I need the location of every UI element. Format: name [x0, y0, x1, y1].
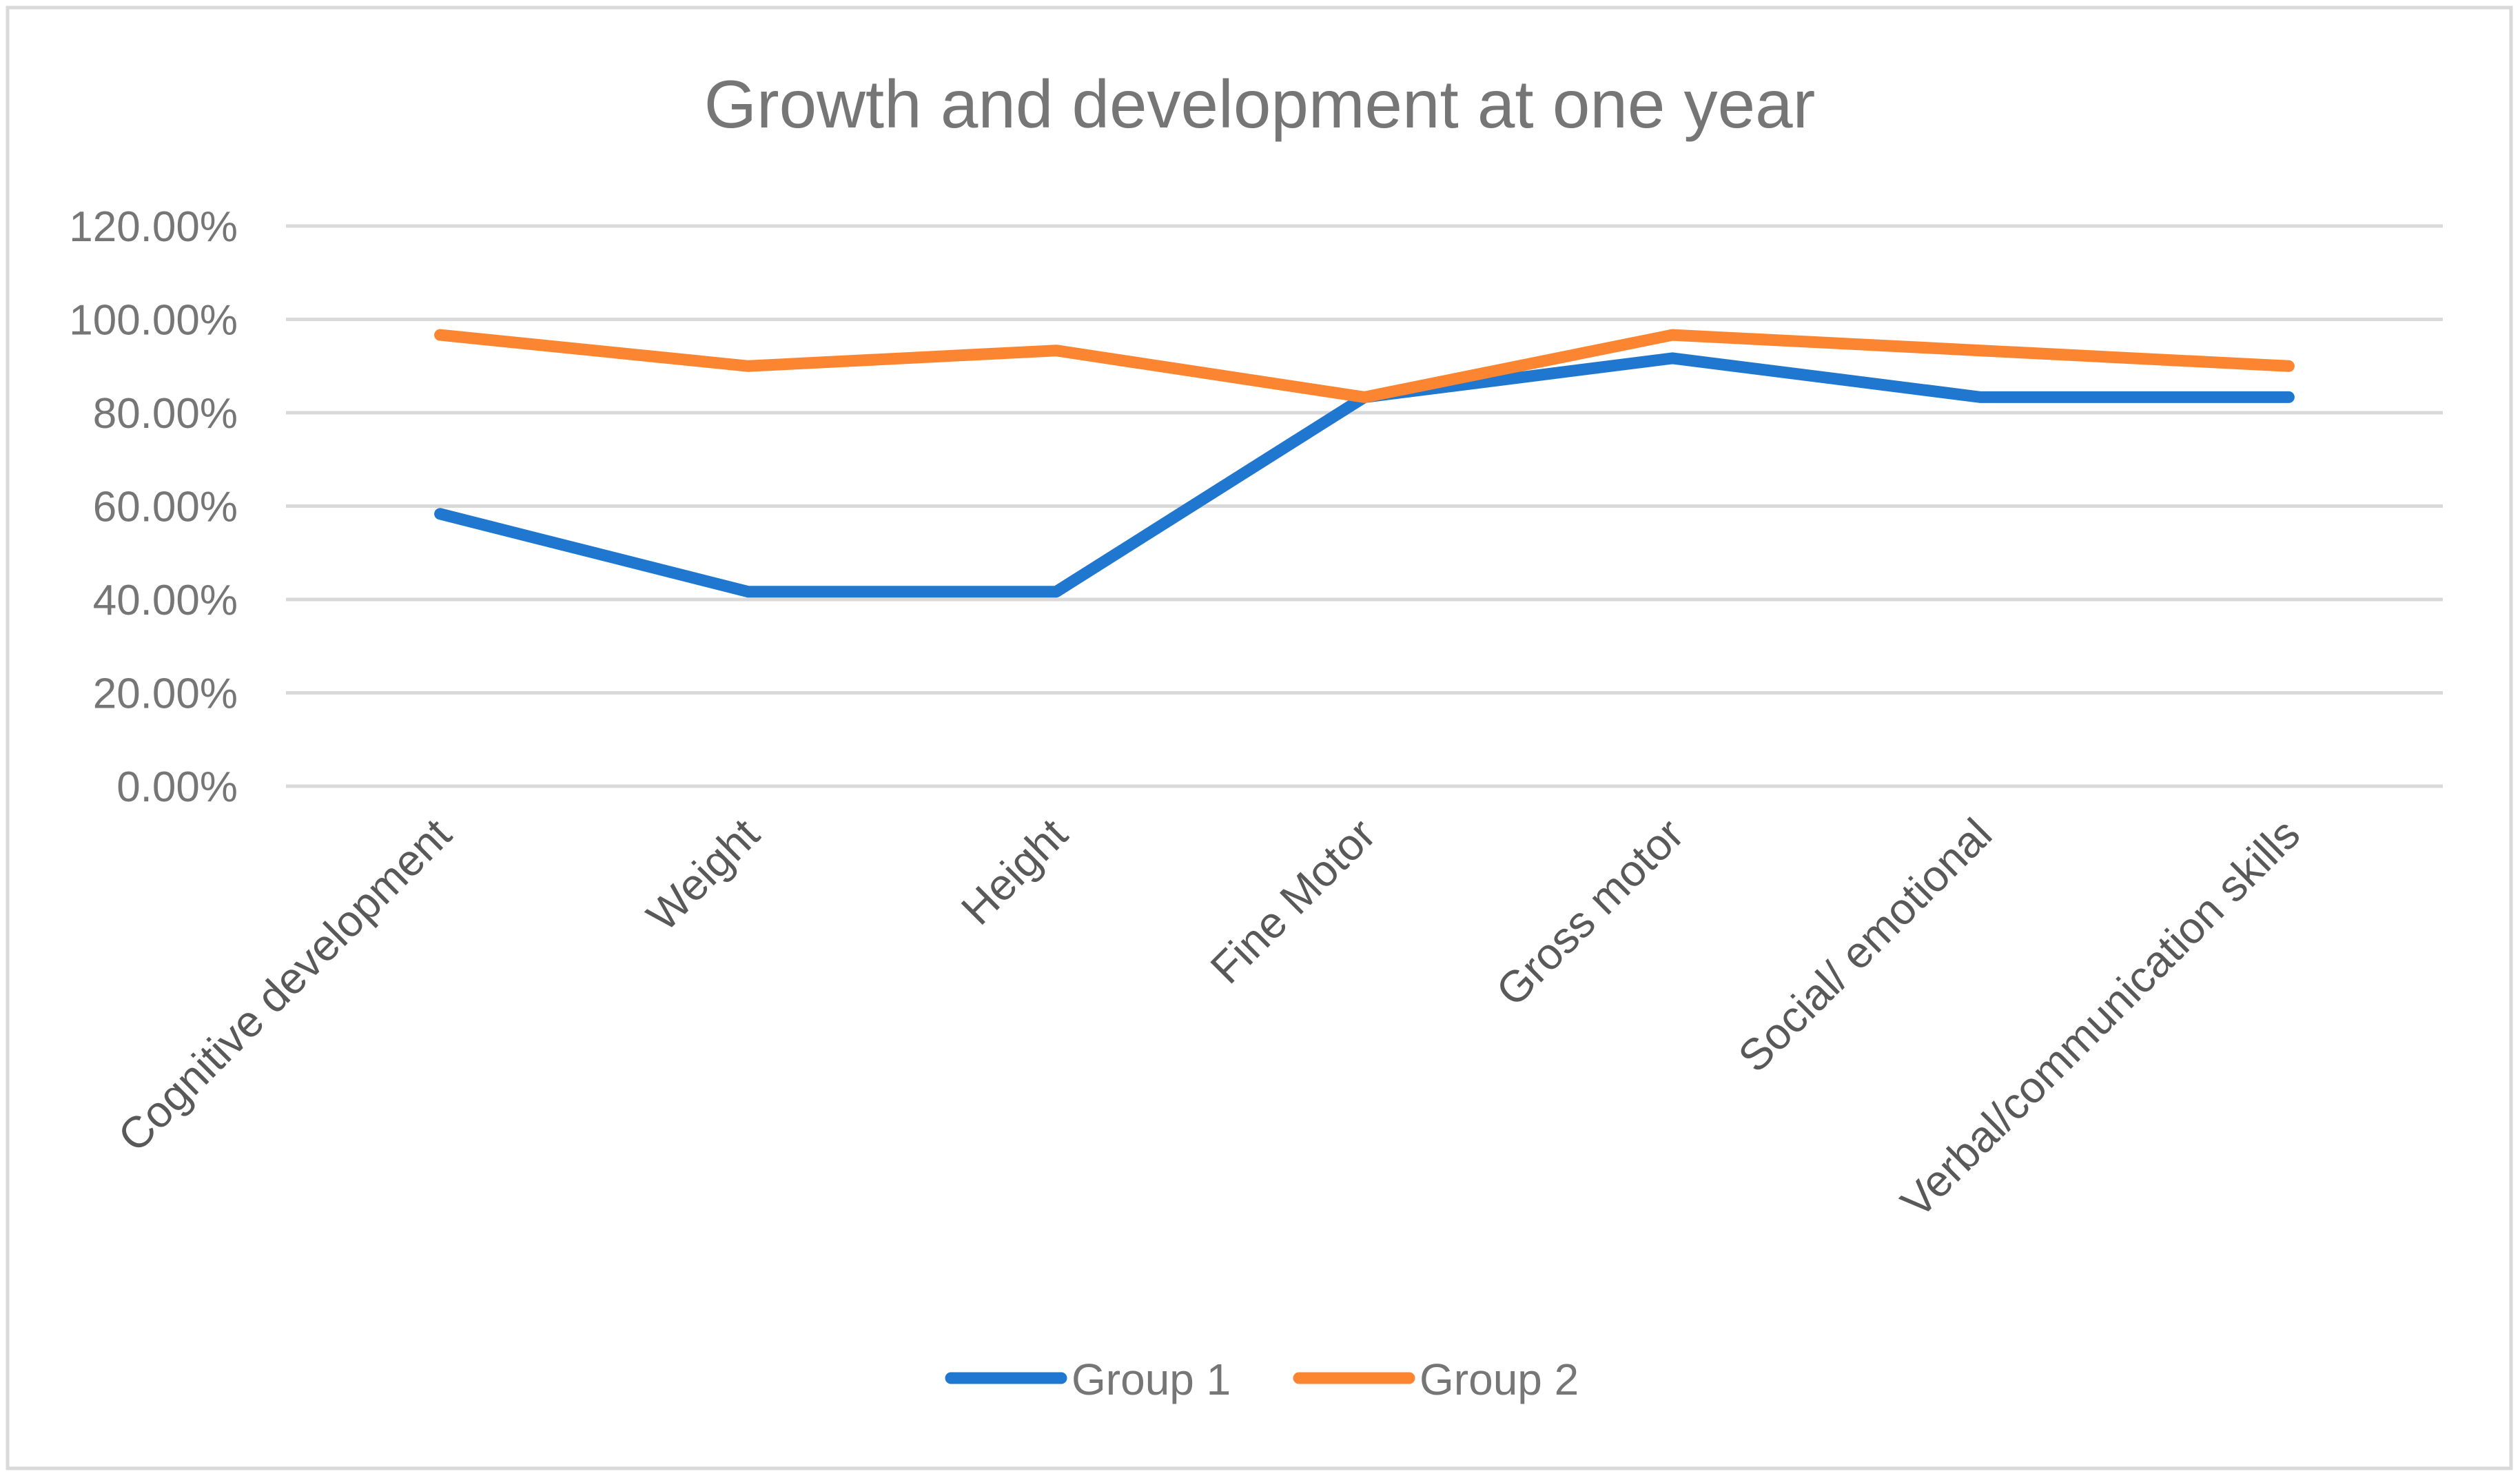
legend-label: Group 1 — [1072, 1355, 1231, 1404]
y-tick-label: 100.00% — [69, 297, 238, 345]
y-axis-tick-labels: 0.00% 20.00% 40.00% 60.00% 80.00% 100.00% 120.… — [69, 203, 238, 811]
legend: Group 1 Group 2 — [945, 1355, 1579, 1404]
series-line-group-2 — [434, 329, 2295, 403]
legend-label: Group 2 — [1420, 1355, 1579, 1404]
gridlines — [286, 224, 2443, 788]
y-tick-label: 60.00% — [93, 484, 238, 531]
chart-border — [6, 6, 2513, 1470]
series-lines — [434, 329, 2295, 598]
y-tick-label: 0.00% — [116, 763, 238, 811]
y-tick-label: 80.00% — [93, 390, 238, 438]
y-tick-label: 40.00% — [93, 577, 238, 624]
y-tick-label: 20.00% — [93, 670, 238, 718]
y-tick-label: 120.00% — [69, 203, 238, 251]
chart-title: Growth and development at one year — [704, 66, 1816, 142]
